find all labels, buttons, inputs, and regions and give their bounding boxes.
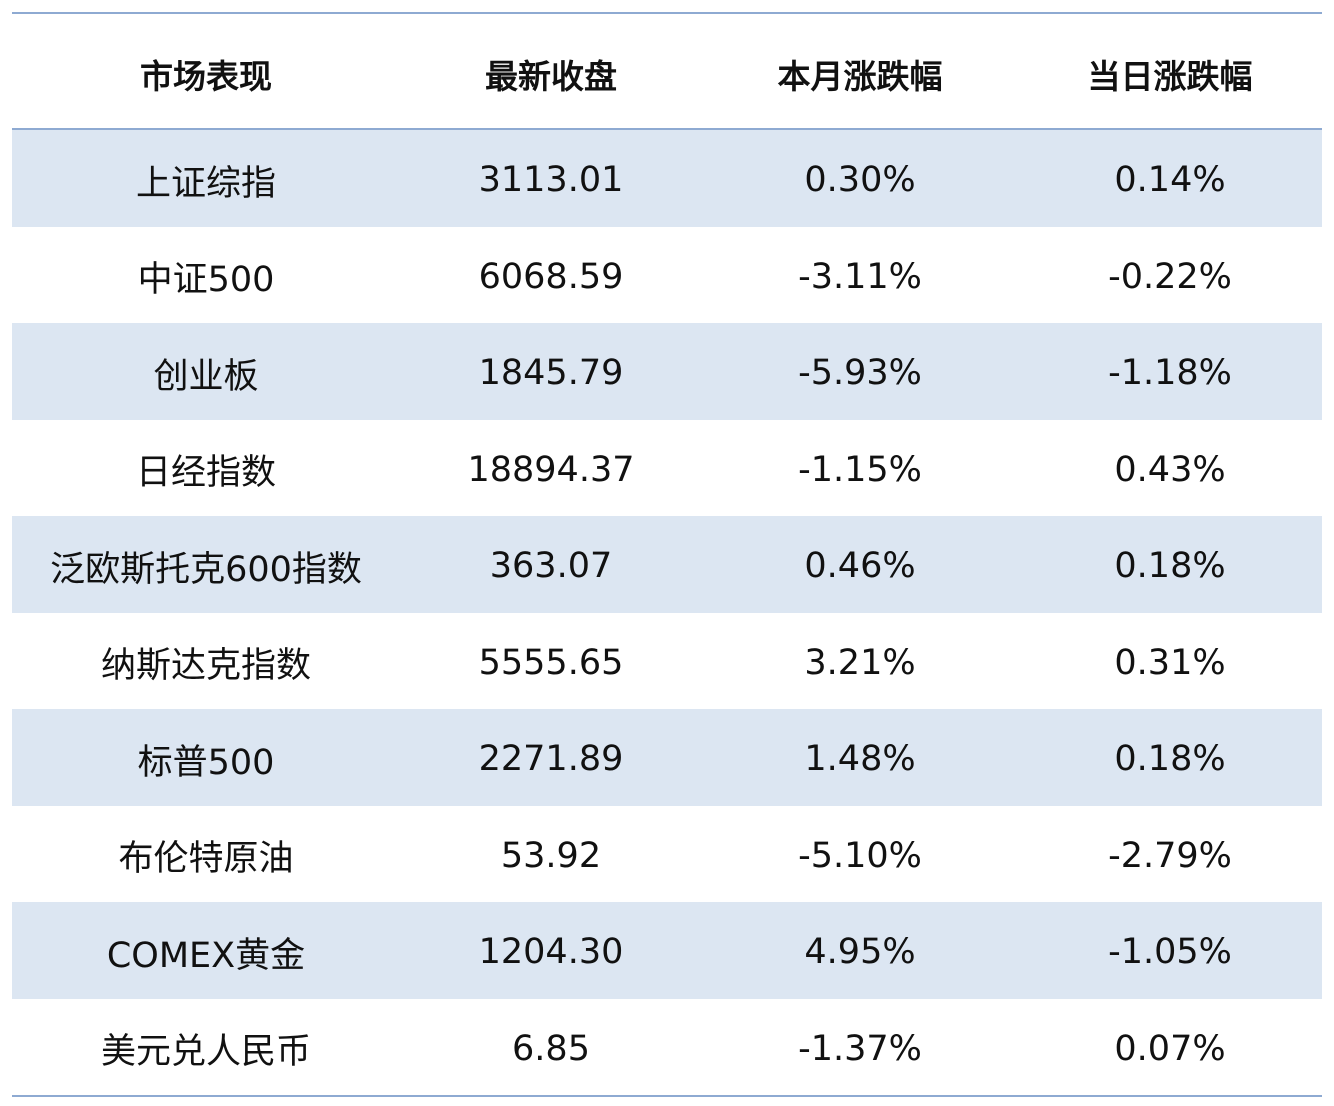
cell-monthly-change: 3.21%	[804, 642, 916, 683]
table-row: 纳斯达克指数 5555.65 3.21% 0.31%	[12, 612, 1322, 709]
cell-monthly-change: 4.95%	[804, 932, 916, 973]
cell-monthly-change: 1.48%	[804, 739, 916, 780]
cell-latest-close: 3113.01	[478, 160, 624, 201]
cell-monthly-change: -1.15%	[798, 449, 922, 490]
table-row: 日经指数 18894.37 -1.15% 0.43%	[12, 419, 1322, 516]
table-bottom-rule	[12, 1095, 1322, 1097]
cell-daily-change: 0.18%	[1114, 739, 1226, 780]
cell-daily-change: 0.31%	[1114, 642, 1226, 683]
cell-market: 纳斯达克指数	[100, 646, 311, 687]
cell-market: 中证500	[137, 260, 275, 301]
table-row: 上证综指 3113.01 0.30% 0.14%	[12, 130, 1322, 227]
table-row: 标普500 2271.89 1.48% 0.18%	[12, 709, 1322, 806]
cell-market: 标普500	[137, 742, 275, 783]
table-top-rule	[12, 12, 1322, 14]
header-latest-close: 最新收盘	[485, 57, 617, 96]
cell-latest-close: 6.85	[512, 1028, 590, 1069]
cell-market: 布伦特原油	[118, 839, 294, 880]
cell-monthly-change: 0.30%	[804, 160, 916, 201]
cell-latest-close: 5555.65	[478, 642, 624, 683]
cell-latest-close: 2271.89	[478, 739, 624, 780]
cell-daily-change: 0.07%	[1114, 1028, 1226, 1069]
cell-latest-close: 363.07	[489, 546, 613, 587]
table-row: COMEX黄金 1204.30 4.95% -1.05%	[12, 902, 1322, 999]
market-table: 市场表现 最新收盘 本月涨跌幅 当日涨跌幅 上证综指 3113.01 0.30%…	[12, 12, 1322, 1097]
table-header-rule	[12, 128, 1322, 130]
cell-market: 美元兑人民币	[100, 1032, 311, 1073]
cell-latest-close: 6068.59	[478, 256, 624, 297]
cell-monthly-change: -1.37%	[798, 1028, 922, 1069]
table-row: 中证500 6068.59 -3.11% -0.22%	[12, 226, 1322, 323]
cell-monthly-change: -5.10%	[798, 835, 922, 876]
cell-monthly-change: 0.46%	[804, 546, 916, 587]
table-row: 布伦特原油 53.92 -5.10% -2.79%	[12, 805, 1322, 902]
cell-daily-change: 0.43%	[1114, 449, 1226, 490]
table-header-row: 市场表现 最新收盘 本月涨跌幅 当日涨跌幅	[12, 14, 1322, 128]
cell-daily-change: -1.05%	[1108, 932, 1232, 973]
cell-daily-change: 0.14%	[1114, 160, 1226, 201]
cell-market: 日经指数	[135, 453, 276, 494]
header-market: 市场表现	[140, 57, 272, 96]
cell-market: 创业板	[153, 356, 259, 397]
cell-market: 泛欧斯托克600指数	[50, 549, 362, 590]
cell-monthly-change: -5.93%	[798, 353, 922, 394]
cell-daily-change: -2.79%	[1108, 835, 1232, 876]
cell-daily-change: -1.18%	[1108, 353, 1232, 394]
table-row: 泛欧斯托克600指数 363.07 0.46% 0.18%	[12, 516, 1322, 613]
cell-market: COMEX黄金	[106, 935, 306, 976]
cell-latest-close: 53.92	[500, 835, 602, 876]
cell-latest-close: 1204.30	[478, 932, 624, 973]
cell-latest-close: 18894.37	[467, 449, 635, 490]
cell-daily-change: 0.18%	[1114, 546, 1226, 587]
cell-market: 上证综指	[135, 163, 276, 204]
cell-latest-close: 1845.79	[478, 353, 624, 394]
header-daily-change: 当日涨跌幅	[1087, 57, 1253, 96]
cell-daily-change: -0.22%	[1108, 256, 1232, 297]
header-monthly-change: 本月涨跌幅	[777, 57, 943, 96]
cell-monthly-change: -3.11%	[798, 256, 922, 297]
table-row: 创业板 1845.79 -5.93% -1.18%	[12, 323, 1322, 420]
table-row: 美元兑人民币 6.85 -1.37% 0.07%	[12, 998, 1322, 1095]
